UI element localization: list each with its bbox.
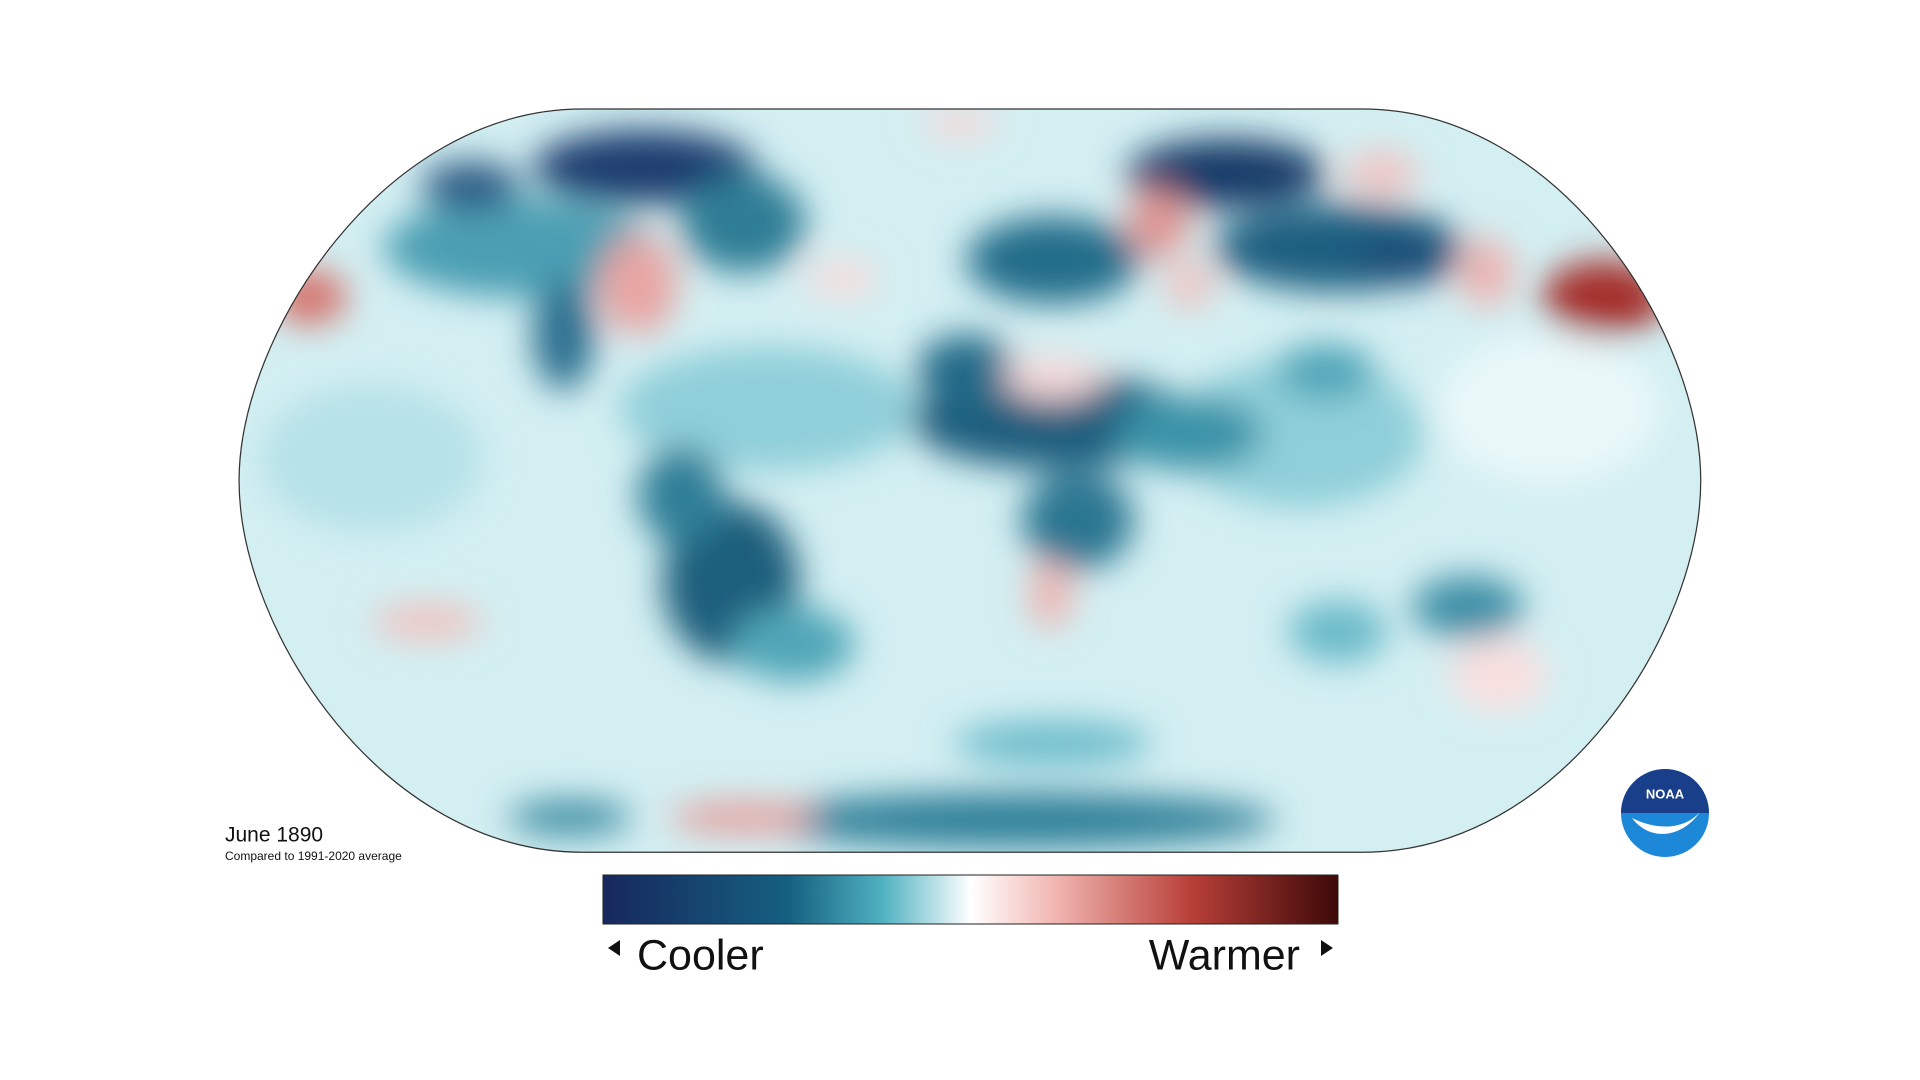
arrow-right <box>1321 940 1333 956</box>
map-border <box>238 108 1702 853</box>
map-subtitle: Compared to 1991-2020 average <box>225 849 402 863</box>
anomaly-map <box>238 108 1702 853</box>
map-title: June 1890 <box>225 824 323 847</box>
noaa-logo: NOAA <box>1621 769 1709 857</box>
legend-low-label: Cooler <box>637 931 764 979</box>
legend-high-label: Warmer <box>1149 931 1300 979</box>
arrow-left <box>608 940 620 956</box>
logo-text: NOAA <box>1646 786 1685 801</box>
color-bar <box>602 874 1339 925</box>
